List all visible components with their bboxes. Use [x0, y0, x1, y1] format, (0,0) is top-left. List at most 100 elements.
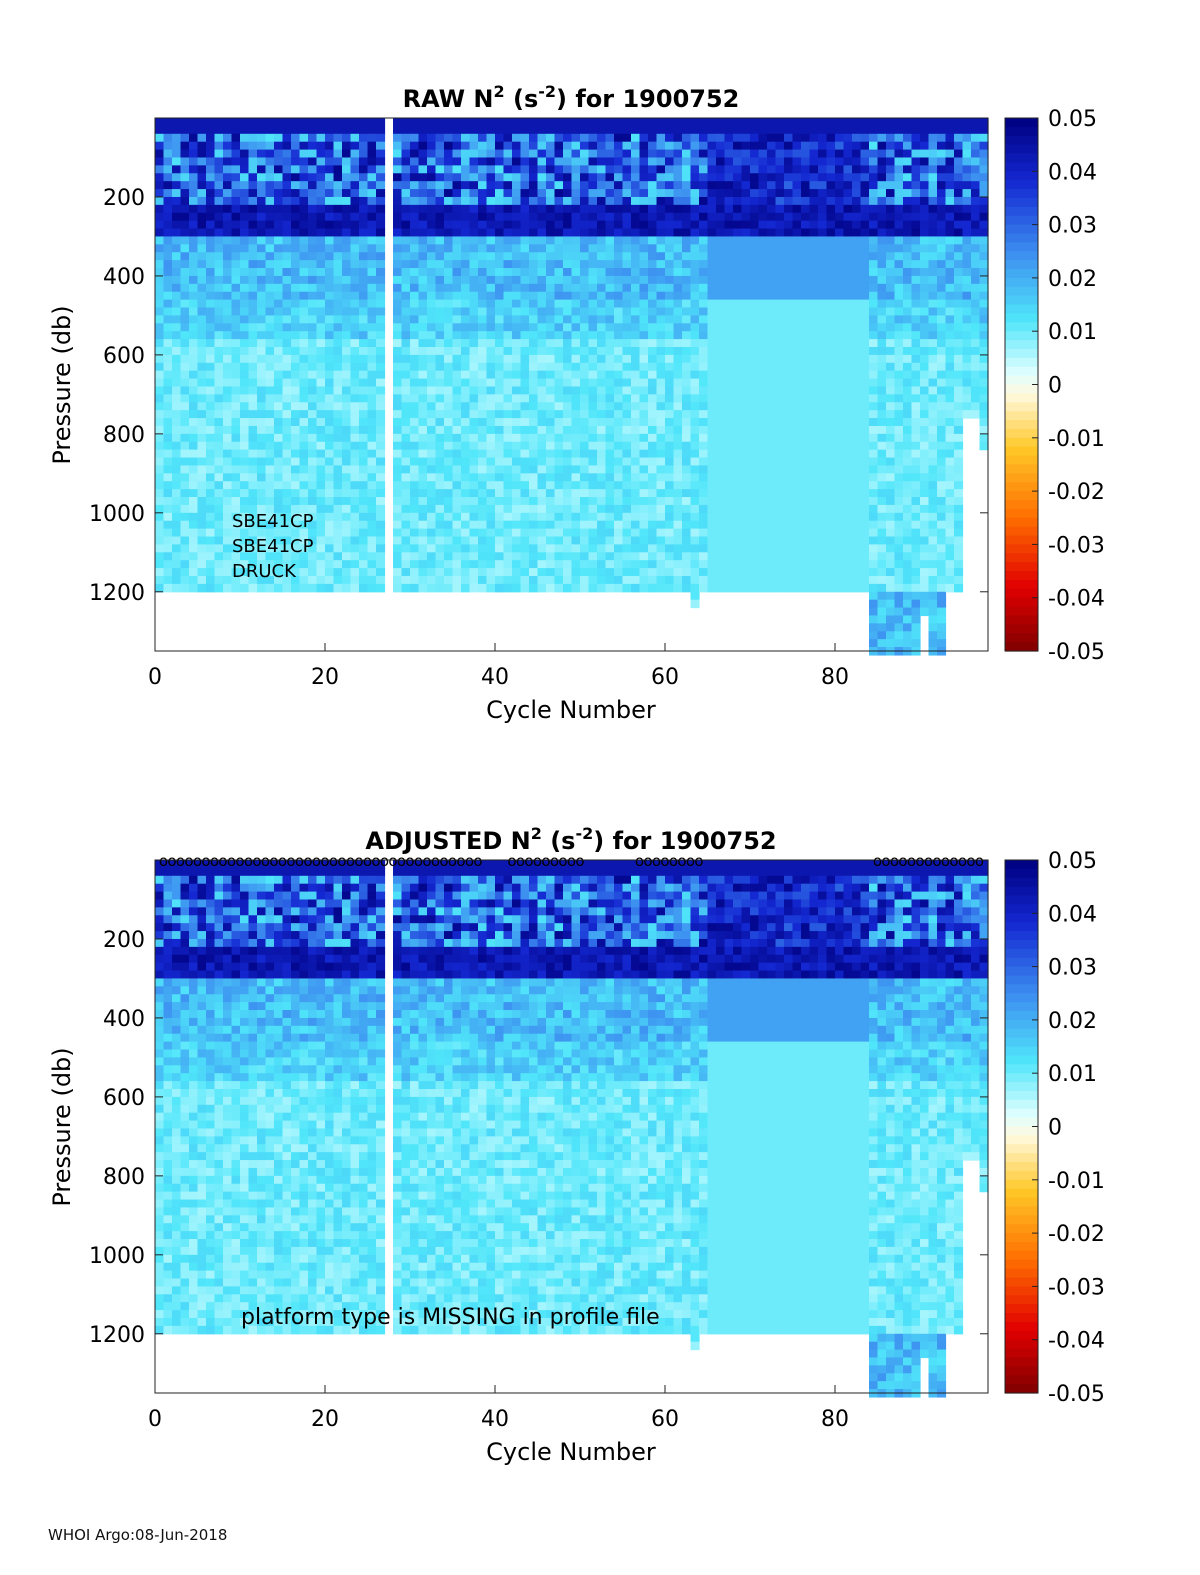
- heatmap-cell: [410, 402, 420, 411]
- heatmap-cell: [274, 283, 284, 293]
- heatmap-cell: [818, 157, 828, 166]
- heatmap-cell: [716, 410, 726, 419]
- heatmap-cell: [163, 299, 173, 309]
- heatmap-cell: [656, 473, 666, 482]
- heatmap-cell: [410, 346, 420, 356]
- heatmap-cell: [163, 504, 173, 514]
- heatmap-cell: [393, 346, 403, 356]
- heatmap-cell: [299, 465, 309, 474]
- heatmap-cell: [809, 299, 819, 309]
- heatmap-cell: [775, 568, 785, 577]
- heatmap-cell: [410, 378, 420, 388]
- heatmap-cell: [563, 544, 573, 553]
- heatmap-cell: [648, 331, 658, 340]
- heatmap-cell: [325, 465, 335, 474]
- heatmap-cell: [512, 378, 522, 388]
- heatmap-cell: [180, 331, 190, 340]
- heatmap-cell: [172, 512, 182, 522]
- heatmap-cell: [180, 512, 190, 522]
- heatmap-cell: [393, 315, 403, 324]
- heatmap-cell: [520, 307, 530, 317]
- heatmap-cell: [665, 173, 675, 182]
- heatmap-cell: [690, 307, 700, 317]
- heatmap-cell: [580, 568, 590, 577]
- heatmap-cell: [265, 268, 275, 277]
- heatmap-cell: [724, 307, 734, 317]
- heatmap-cell: [223, 512, 233, 522]
- heatmap-cell: [214, 181, 224, 190]
- heatmap-cell: [189, 418, 199, 427]
- heatmap-cell: [656, 394, 666, 403]
- heatmap-cell: [741, 425, 751, 435]
- heatmap-cell: [750, 402, 760, 411]
- heatmap-cell: [495, 489, 505, 498]
- heatmap-cell: [537, 370, 547, 380]
- heatmap-cell: [818, 433, 828, 443]
- heatmap-cell: [724, 228, 734, 238]
- heatmap-cell: [852, 260, 862, 269]
- heatmap-cell: [665, 133, 675, 143]
- heatmap-cell: [580, 181, 590, 190]
- heatmap-cell: [554, 362, 564, 372]
- heatmap-cell: [444, 465, 454, 474]
- heatmap-cell: [631, 339, 641, 348]
- heatmap-cell: [291, 125, 301, 135]
- heatmap-cell: [835, 433, 845, 443]
- heatmap-cell: [767, 307, 777, 317]
- heatmap-cell: [707, 520, 717, 530]
- heatmap-cell: [333, 433, 343, 443]
- heatmap-cell: [639, 315, 649, 324]
- heatmap-cell: [775, 536, 785, 545]
- heatmap-cell: [622, 441, 632, 451]
- heatmap-cell: [699, 568, 709, 577]
- heatmap-cell: [163, 291, 173, 301]
- heatmap-cell: [614, 560, 624, 569]
- heatmap-cell: [197, 165, 207, 174]
- heatmap-cell: [809, 275, 819, 285]
- heatmap-cell: [189, 283, 199, 293]
- heatmap-cell: [588, 165, 598, 174]
- heatmap-cell: [265, 528, 275, 538]
- heatmap-cell: [350, 583, 360, 593]
- heatmap-cell: [716, 299, 726, 309]
- heatmap-cell: [461, 252, 471, 261]
- heatmap-cell: [444, 212, 454, 222]
- heatmap-cell: [614, 544, 624, 553]
- heatmap-cell: [741, 370, 751, 380]
- heatmap-cell: [724, 268, 734, 277]
- heatmap-cell: [580, 504, 590, 514]
- heatmap-cell: [427, 189, 437, 198]
- heatmap-cell: [843, 307, 853, 317]
- heatmap-cell: [299, 133, 309, 143]
- heatmap-cell: [274, 149, 284, 159]
- heatmap-cell: [325, 386, 335, 395]
- heatmap-cell: [333, 449, 343, 459]
- heatmap-cell: [495, 283, 505, 293]
- heatmap-cell: [359, 228, 369, 238]
- heatmap-cell: [231, 433, 241, 443]
- heatmap-cell: [206, 291, 216, 301]
- heatmap-cell: [197, 173, 207, 182]
- heatmap-cell: [682, 481, 692, 490]
- heatmap-cell: [809, 291, 819, 301]
- heatmap-cell: [580, 536, 590, 545]
- heatmap-cell: [206, 497, 216, 506]
- heatmap-cell: [673, 125, 683, 135]
- heatmap-cell: [648, 512, 658, 522]
- heatmap-cell: [427, 291, 437, 301]
- heatmap-cell: [435, 425, 445, 435]
- heatmap-cell: [571, 189, 581, 198]
- heatmap-cell: [427, 473, 437, 482]
- heatmap-cell: [478, 299, 488, 309]
- heatmap-cell: [461, 575, 471, 585]
- heatmap-cell: [257, 512, 267, 522]
- heatmap-cell: [359, 283, 369, 293]
- heatmap-cell: [690, 552, 700, 561]
- heatmap-cell: [274, 196, 284, 206]
- heatmap-cell: [393, 133, 403, 143]
- heatmap-cell: [656, 457, 666, 467]
- heatmap-cell: [316, 465, 326, 474]
- heatmap-cell: [673, 552, 683, 561]
- heatmap-cell: [614, 141, 624, 151]
- heatmap-cell: [690, 189, 700, 198]
